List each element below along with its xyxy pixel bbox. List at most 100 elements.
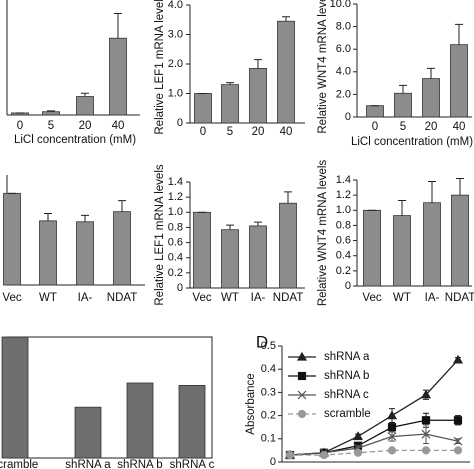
y-tick-label: 0.3 (261, 386, 276, 398)
x-tick-label: 5 (227, 126, 233, 138)
bar (74, 406, 102, 459)
error-bar (282, 16, 290, 22)
y-tick-label: 1.2 (336, 189, 351, 201)
x-tick-label: IA- (251, 292, 266, 304)
legend-marker (297, 390, 307, 400)
y-tick-label: 0.4 (168, 252, 183, 264)
y-tick-label: 0 (270, 456, 276, 468)
y-tick-label: 0.2 (336, 265, 351, 277)
bar (451, 194, 469, 287)
y-tick-label: 0 (345, 111, 351, 123)
point (421, 429, 431, 439)
x-tick-label: 20 (252, 126, 265, 138)
x-tick-label: shRNA b (117, 459, 162, 469)
line (289, 419, 458, 456)
x-tick-label: IA- (78, 292, 93, 304)
bar (221, 229, 239, 289)
bar (42, 111, 60, 116)
bar (3, 192, 21, 286)
point (421, 416, 431, 425)
y-tick-label: 1.0 (168, 206, 183, 218)
x-tick-label: scramble (0, 459, 38, 469)
y-tick-label: 1.4 (168, 176, 183, 188)
bar (393, 215, 411, 287)
y-tick-label: 2.0 (336, 88, 351, 100)
y-tick-label: 0.6 (336, 234, 351, 246)
x-tick-label: 0 (17, 120, 23, 132)
x-tick-label: 0 (372, 121, 378, 133)
x-tick-label: shRNA c (170, 459, 215, 469)
bar (277, 20, 295, 124)
y-tick-label: 10.0 (330, 0, 351, 10)
x-tick-label: WT (393, 292, 411, 304)
y-tick-label: 0.6 (168, 236, 183, 248)
bar (193, 211, 211, 289)
y-tick-label: 8.0 (336, 21, 351, 33)
error-bar (226, 82, 234, 85)
legend-label: scramble (324, 408, 371, 420)
bar (363, 209, 381, 287)
bar (76, 221, 94, 286)
y-tick-label: 0 (345, 280, 351, 292)
panel-label: D (256, 332, 268, 351)
bar (422, 78, 440, 118)
y-tick-label: 0.8 (168, 221, 183, 233)
error-bar (284, 191, 292, 204)
error-bar (44, 213, 52, 221)
y-tick-label: 2.0 (168, 58, 183, 70)
bar (366, 105, 384, 118)
legend-label: shRNA b (324, 370, 369, 382)
bar (249, 68, 267, 124)
bar (221, 84, 239, 124)
x-axis-label: LiCl concentration (mM) (351, 136, 473, 148)
x-tick-label: WT (39, 292, 57, 304)
x-tick-label: Vec (362, 292, 381, 304)
y-tick-label: 1.0 (168, 87, 183, 99)
x-tick-label: 5 (48, 120, 54, 132)
y-tick-label: 1.0 (336, 204, 351, 216)
y-axis-label: Relative WNT4 mRNA levels (317, 160, 329, 307)
x-tick-label: Vec (192, 292, 211, 304)
y-tick-label: 1.2 (168, 191, 183, 203)
y-axis-label: Relative LEF1 mRNA levels (154, 0, 166, 135)
line (290, 449, 458, 456)
y-tick-label: 0 (177, 282, 183, 294)
bar (279, 202, 297, 289)
y-tick-label: 0.2 (168, 267, 183, 279)
error-bar (427, 67, 435, 79)
error-bar (114, 13, 122, 39)
point (285, 450, 295, 460)
bar (39, 220, 57, 286)
bar (76, 96, 94, 116)
bar (126, 382, 154, 459)
error-bar (399, 84, 407, 94)
error-bar (428, 181, 436, 203)
x-tick-label: IA- (425, 292, 440, 304)
point (386, 410, 398, 420)
bar (1, 336, 29, 459)
y-tick-label: 0.8 (336, 219, 351, 231)
y-tick-label: 0.5 (261, 340, 276, 352)
point (387, 423, 397, 432)
bar (194, 93, 212, 124)
bar (249, 225, 267, 289)
y-tick-label: 0 (177, 117, 183, 129)
error-bar (254, 221, 262, 226)
x-tick-label: 40 (280, 126, 293, 138)
point (453, 436, 463, 446)
point (453, 446, 463, 455)
bar (178, 384, 206, 459)
x-tick-label: 20 (79, 120, 92, 132)
bar (394, 92, 412, 118)
error-bar (254, 59, 262, 69)
point (421, 446, 431, 455)
y-tick-label: 3.0 (168, 28, 183, 40)
point (387, 432, 397, 441)
error-bar (456, 177, 464, 196)
y-tick-label: 0.2 (261, 410, 276, 422)
point (319, 450, 329, 460)
legend-marker (297, 409, 307, 419)
x-tick-label: 20 (425, 121, 438, 133)
error-bar (118, 200, 126, 212)
